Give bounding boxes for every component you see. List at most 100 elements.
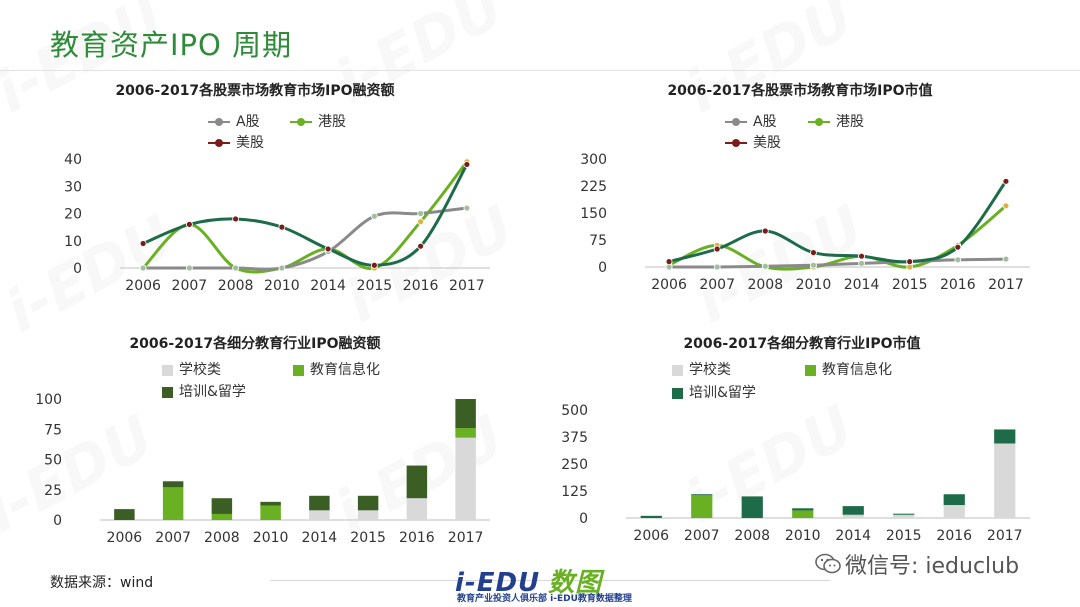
wechat-id: 微信号: ieduclub: [815, 548, 1019, 581]
legend-item-hk-share: 港股: [290, 111, 346, 131]
x-tick-label: 2017: [988, 277, 1024, 293]
logo-subtitle: 教育产业投资人俱乐部 i-EDU教育数据整理: [457, 594, 632, 604]
legend-label: 培训&留学: [179, 384, 246, 400]
legend-label: 培训&留学: [689, 385, 756, 401]
legend-item-edu-info: 教育信息化: [293, 359, 380, 379]
data-point: [761, 262, 769, 270]
data-point: [370, 261, 378, 269]
bar-segment-school: [406, 498, 428, 520]
y-tick-label: 100: [35, 392, 62, 408]
bar-segment-training: [114, 509, 135, 520]
x-tick-label: 2014: [835, 528, 871, 544]
data-point: [1002, 255, 1010, 263]
series-line-hk-share: [141, 160, 469, 274]
y-tick-label: 250: [561, 457, 588, 473]
legend-swatch: [805, 364, 816, 376]
legend-swatch: [162, 364, 173, 376]
title-divider: [0, 70, 1080, 71]
legend-item-school: 学校类: [162, 359, 221, 379]
legend-label: 学校类: [179, 362, 221, 378]
y-tick-label: 0: [53, 513, 62, 529]
legend-label: 教育信息化: [822, 362, 892, 378]
y-tick-label: 150: [580, 206, 607, 222]
x-tick-label: 2006: [107, 530, 143, 546]
bar-segment-edu-info: [211, 513, 233, 520]
x-tick-label: 2010: [785, 528, 821, 544]
y-tick-label: 50: [44, 453, 62, 469]
data-point: [278, 223, 286, 231]
data-point: [417, 210, 425, 217]
data-point: [139, 240, 147, 247]
y-tick-label: 20: [64, 207, 82, 223]
bar-segment-edu-info: [792, 510, 814, 518]
legend-swatch: [672, 364, 683, 376]
y-tick-label: 0: [579, 511, 588, 527]
x-tick-label: 2006: [651, 277, 687, 293]
x-tick-label: 2015: [350, 530, 386, 546]
data-point: [713, 263, 721, 271]
data-point: [906, 258, 914, 266]
legend-item-a-share: A股: [725, 111, 777, 131]
chart-title: 2006-2017各股票市场教育市场IPO融资额: [115, 83, 395, 99]
data-point: [713, 245, 721, 253]
bar-segment-edu-info: [455, 428, 476, 438]
chart-legend: A股 港股 美股: [0, 80, 540, 151]
y-tick-label: 10: [64, 234, 82, 250]
legend-swatch: [293, 364, 304, 376]
bar-segment-edu-info: [691, 495, 713, 518]
y-tick-label: 0: [598, 260, 607, 276]
bar-segment-training: [994, 429, 1016, 444]
data-point: [232, 264, 240, 272]
x-tick-label: 2010: [796, 277, 832, 293]
legend-swatch: [725, 117, 747, 127]
data-point: [761, 227, 769, 235]
legend-swatch: [808, 117, 830, 127]
chart-legend: A股 港股 美股: [540, 80, 1080, 151]
data-point: [463, 161, 471, 168]
x-tick-label: 2014: [310, 278, 346, 294]
chart-ipo-market-value-by-segment: 2006-2017各细分教育行业IPO市值 学校类 教育信息化 培训&留学 0 1…: [540, 333, 1080, 593]
y-tick-label: 500: [561, 403, 588, 419]
chart-title: 2006-2017各细分教育行业IPO融资额: [129, 336, 381, 352]
x-tick-label: 2015: [357, 278, 393, 294]
series-line-a-share: [141, 206, 469, 271]
data-point: [185, 220, 193, 228]
bar-segment-training: [309, 495, 330, 511]
chart-ipo-market-value-by-market: 2006-2017各股票市场教育市场IPO市值 A股 港股 美股 0 75 150 2…: [540, 80, 1080, 340]
x-tick-label: 2017: [448, 530, 484, 546]
chart-ipo-financing-by-market: 2006-2017各股票市场教育市场IPO融资额 A股 港股 美股 0 10 20 3…: [0, 80, 540, 340]
bar-segment-training: [893, 513, 915, 515]
bar-segment-training: [455, 399, 476, 429]
bar-segment-school: [893, 514, 915, 518]
x-tick-label: 2008: [204, 530, 240, 546]
data-point: [417, 218, 425, 226]
x-tick-label: 2007: [699, 277, 735, 293]
x-tick-label: 2017: [987, 528, 1023, 544]
data-point: [232, 215, 240, 223]
data-point: [139, 264, 147, 272]
bar-segment-edu-info: [260, 505, 281, 520]
data-point: [1002, 177, 1010, 185]
legend-swatch: [208, 138, 230, 148]
legend-label: 美股: [236, 135, 264, 151]
data-source-note: 数据来源：wind: [50, 575, 154, 591]
legend-item-a-share: A股: [208, 111, 260, 131]
data-point: [463, 204, 471, 212]
x-tick-label: 2015: [892, 277, 928, 293]
legend-label: A股: [236, 114, 260, 130]
bar-segment-training: [792, 508, 814, 511]
chart-legend: 学校类 教育信息化 培训&留学: [0, 333, 540, 403]
bar-segment-school: [842, 514, 864, 518]
chart-plot: 0 25 50 75 100 2006 2007 2008 2010 2014 2015 2016 20…: [35, 392, 490, 546]
x-tick-label: 2006: [633, 528, 669, 544]
bar-segment-training: [741, 496, 763, 518]
chart-plot: 0 125 250 375 500 2006 2007 2008 2010 2014 2015 201…: [561, 403, 1030, 544]
x-tick-label: 2010: [253, 530, 289, 546]
data-point: [858, 252, 865, 260]
y-tick-label: 75: [44, 422, 62, 438]
legend-item-school: 学校类: [672, 359, 731, 379]
bar-segment-training: [162, 481, 184, 488]
bar-segment-training: [640, 515, 662, 518]
bar-segment-school: [357, 510, 379, 520]
x-tick-label: 2010: [264, 278, 300, 294]
